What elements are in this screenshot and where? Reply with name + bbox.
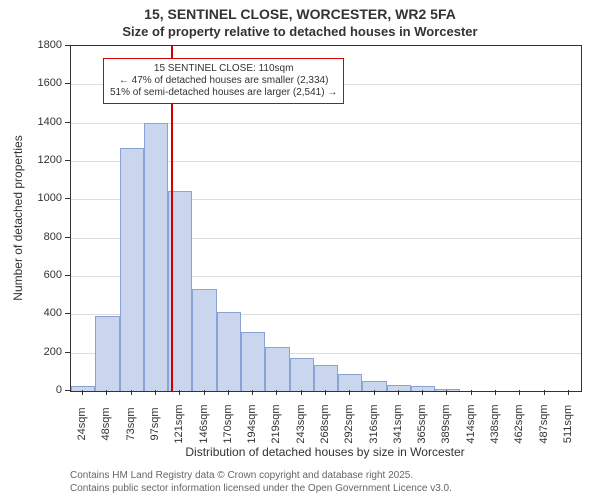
y-tick-label: 1800	[38, 39, 62, 51]
histogram-bar	[411, 386, 435, 391]
x-tick-label: 438sqm	[489, 404, 501, 443]
callout-box: 15 SENTINEL CLOSE: 110sqm ← 47% of detac…	[103, 58, 344, 104]
x-tick-label: 97sqm	[149, 407, 161, 440]
x-tick-label: 389sqm	[440, 404, 452, 443]
y-tick-label: 1200	[38, 154, 62, 166]
y-tick-label: 1600	[38, 77, 62, 89]
y-tick-label: 1000	[38, 192, 62, 204]
x-tick-label: 121sqm	[173, 404, 185, 443]
histogram-bar	[95, 316, 119, 391]
x-tick-mark	[519, 390, 520, 395]
callout-line3: 51% of semi-detached houses are larger (…	[110, 87, 337, 99]
y-tick-label: 600	[44, 269, 62, 281]
y-tick-mark	[65, 313, 70, 314]
y-tick-label: 0	[56, 384, 62, 396]
x-tick-label: 73sqm	[125, 407, 137, 440]
histogram-bar	[387, 385, 411, 391]
callout-line2: ← 47% of detached houses are smaller (2,…	[110, 75, 337, 87]
x-tick-label: 292sqm	[343, 404, 355, 443]
x-tick-label: 243sqm	[295, 404, 307, 443]
footer-line1: Contains HM Land Registry data © Crown c…	[70, 470, 600, 483]
x-tick-mark	[155, 390, 156, 395]
histogram-bar	[71, 386, 95, 391]
x-tick-label: 511sqm	[562, 405, 574, 443]
callout-line1: 15 SENTINEL CLOSE: 110sqm	[110, 63, 337, 75]
x-tick-mark	[204, 390, 205, 395]
y-tick-mark	[65, 198, 70, 199]
title-line1: 15, SENTINEL CLOSE, WORCESTER, WR2 5FA	[0, 6, 600, 24]
histogram-bar	[290, 358, 314, 391]
y-tick-mark	[65, 390, 70, 391]
y-tick-label: 200	[44, 346, 62, 358]
y-tick-mark	[65, 160, 70, 161]
y-tick-mark	[65, 352, 70, 353]
x-tick-mark	[398, 390, 399, 395]
histogram-bar	[217, 312, 241, 391]
y-tick-mark	[65, 237, 70, 238]
y-tick-mark	[65, 83, 70, 84]
x-tick-label: 219sqm	[270, 404, 282, 443]
y-tick-mark	[65, 275, 70, 276]
x-tick-mark	[568, 390, 569, 395]
x-tick-label: 414sqm	[465, 404, 477, 443]
histogram-bar	[241, 332, 265, 391]
x-tick-label: 316sqm	[368, 404, 380, 443]
x-tick-mark	[276, 390, 277, 395]
histogram-bar	[435, 389, 459, 391]
histogram-bar	[120, 148, 144, 391]
x-tick-label: 462sqm	[513, 404, 525, 443]
x-tick-mark	[349, 390, 350, 395]
x-axis-label: Distribution of detached houses by size …	[185, 445, 464, 459]
histogram-bar	[144, 123, 168, 391]
x-tick-label: 268sqm	[319, 404, 331, 443]
x-tick-mark	[301, 390, 302, 395]
histogram-bar	[362, 381, 386, 391]
x-tick-label: 170sqm	[222, 404, 234, 443]
histogram-bar	[265, 347, 289, 391]
y-tick-mark	[65, 45, 70, 46]
x-tick-mark	[544, 390, 545, 395]
x-tick-mark	[471, 390, 472, 395]
chart-container: 15, SENTINEL CLOSE, WORCESTER, WR2 5FA S…	[0, 0, 600, 500]
x-tick-label: 487sqm	[538, 404, 550, 443]
x-tick-label: 146sqm	[198, 404, 210, 443]
histogram-bar	[338, 374, 362, 391]
title-line2: Size of property relative to detached ho…	[0, 24, 600, 40]
x-tick-label: 24sqm	[76, 407, 88, 440]
histogram-bar	[314, 365, 338, 391]
x-tick-mark	[495, 390, 496, 395]
chart-title: 15, SENTINEL CLOSE, WORCESTER, WR2 5FA S…	[0, 6, 600, 40]
y-tick-label: 800	[44, 231, 62, 243]
y-tick-mark	[65, 122, 70, 123]
x-tick-mark	[179, 390, 180, 395]
x-tick-mark	[446, 390, 447, 395]
y-tick-label: 1400	[38, 116, 62, 128]
y-axis-label: Number of detached properties	[11, 135, 25, 300]
x-tick-label: 48sqm	[100, 407, 112, 440]
x-tick-label: 194sqm	[246, 404, 258, 443]
x-tick-label: 365sqm	[416, 404, 428, 443]
x-tick-mark	[228, 390, 229, 395]
footer-text: Contains HM Land Registry data © Crown c…	[70, 470, 600, 495]
histogram-bar	[192, 289, 216, 391]
x-tick-mark	[252, 390, 253, 395]
x-tick-mark	[374, 390, 375, 395]
y-tick-label: 400	[44, 307, 62, 319]
x-tick-mark	[82, 390, 83, 395]
x-tick-mark	[131, 390, 132, 395]
x-tick-mark	[422, 390, 423, 395]
footer-line2: Contains public sector information licen…	[70, 483, 600, 496]
x-tick-mark	[325, 390, 326, 395]
x-tick-mark	[106, 390, 107, 395]
x-tick-label: 341sqm	[392, 404, 404, 443]
